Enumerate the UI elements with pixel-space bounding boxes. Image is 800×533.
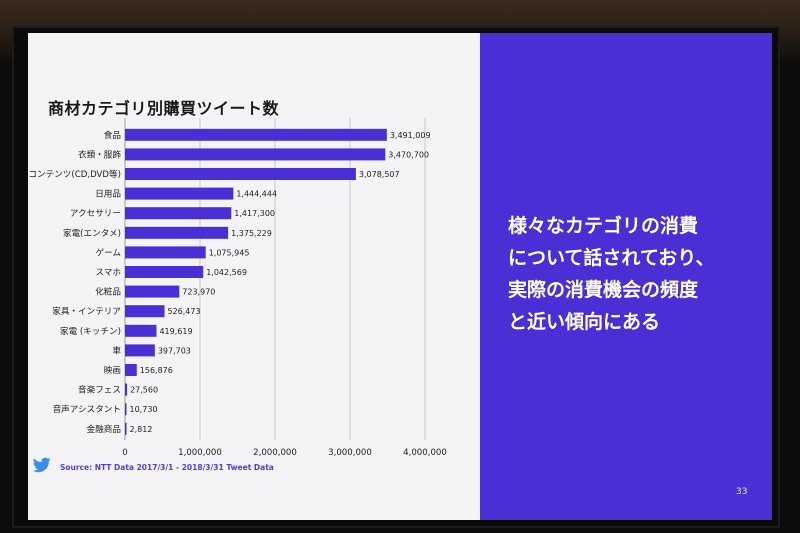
data-label: 397,703 bbox=[158, 346, 191, 355]
category-label: アクセサリー bbox=[70, 208, 121, 219]
category-label: 食品 bbox=[104, 129, 121, 141]
category-label: 音声アシスタント bbox=[53, 403, 121, 415]
data-label: 27,560 bbox=[130, 386, 158, 395]
category-label: 家具・インテリア bbox=[52, 305, 121, 317]
x-tick-label: 2,000,000 bbox=[253, 448, 297, 458]
bar bbox=[125, 364, 137, 376]
data-label: 1,417,300 bbox=[234, 209, 275, 218]
message-line: 実際の消費機会の頻度 bbox=[508, 279, 699, 301]
chart-panel bbox=[28, 33, 480, 520]
category-label: 化粧品 bbox=[95, 286, 121, 298]
category-label: 車 bbox=[112, 344, 121, 356]
data-label: 419,619 bbox=[159, 327, 192, 336]
bar bbox=[125, 344, 155, 357]
x-tick-label: 3,000,000 bbox=[328, 448, 372, 458]
category-label: 衣類・服飾 bbox=[78, 148, 121, 160]
bar bbox=[125, 285, 180, 298]
category-label: 金融商品 bbox=[87, 423, 121, 435]
data-label: 156,876 bbox=[140, 366, 173, 375]
message-panel bbox=[480, 33, 772, 520]
message-text: 様々なカテゴリの消費 について話されており、 実際の消費機会の頻度 と近い傾向に… bbox=[508, 210, 768, 338]
category-label: ゲーム bbox=[95, 246, 121, 258]
bar bbox=[125, 266, 204, 278]
bar bbox=[125, 187, 234, 200]
data-label: 10,730 bbox=[130, 405, 158, 414]
source-note: Source: NTT Data 2017/3/1 - 2018/3/31 Tw… bbox=[60, 463, 274, 472]
bar bbox=[125, 207, 232, 220]
data-label: 723,970 bbox=[182, 288, 215, 297]
bar bbox=[125, 128, 387, 141]
bar bbox=[125, 324, 157, 337]
data-label: 1,075,945 bbox=[209, 248, 250, 257]
category-label: 家電 (キッチン) bbox=[60, 325, 121, 337]
data-label: 3,491,009 bbox=[390, 131, 431, 140]
data-label: 1,042,569 bbox=[206, 268, 247, 277]
category-label: スマホ bbox=[95, 267, 121, 278]
bar bbox=[125, 305, 165, 318]
data-label: 3,470,700 bbox=[388, 150, 429, 159]
bar bbox=[125, 226, 229, 239]
data-label: 1,375,229 bbox=[231, 229, 272, 238]
x-tick-label: 4,000,000 bbox=[403, 448, 447, 458]
twitter-bird-icon bbox=[33, 457, 51, 473]
bar bbox=[125, 422, 127, 435]
data-label: 526,473 bbox=[167, 307, 200, 316]
message-line: 様々なカテゴリの消費 bbox=[508, 215, 699, 237]
bar bbox=[125, 168, 356, 180]
bar bbox=[125, 383, 128, 396]
bar bbox=[125, 403, 127, 416]
category-label: 映画 bbox=[104, 364, 121, 376]
data-label: 1,444,444 bbox=[236, 190, 277, 199]
chart-title: 商材カテゴリ別購買ツイート数 bbox=[48, 99, 280, 118]
message-line: について話されており、 bbox=[508, 247, 715, 269]
message-line: と近い傾向にある bbox=[508, 311, 661, 333]
data-label: 2,812 bbox=[130, 425, 153, 434]
category-label: 家電(エンタメ) bbox=[63, 227, 121, 239]
category-label: 音楽フェス bbox=[78, 384, 121, 396]
category-label: コンテンツ(CD,DVD等) bbox=[28, 168, 121, 180]
x-tick-label: 1,000,000 bbox=[178, 448, 222, 458]
category-label: 日用品 bbox=[95, 189, 121, 200]
data-label: 3,078,507 bbox=[359, 170, 400, 179]
page-number: 33 bbox=[736, 487, 748, 497]
bar bbox=[125, 148, 386, 161]
x-tick-label: 0 bbox=[122, 448, 127, 458]
bar bbox=[125, 246, 206, 259]
